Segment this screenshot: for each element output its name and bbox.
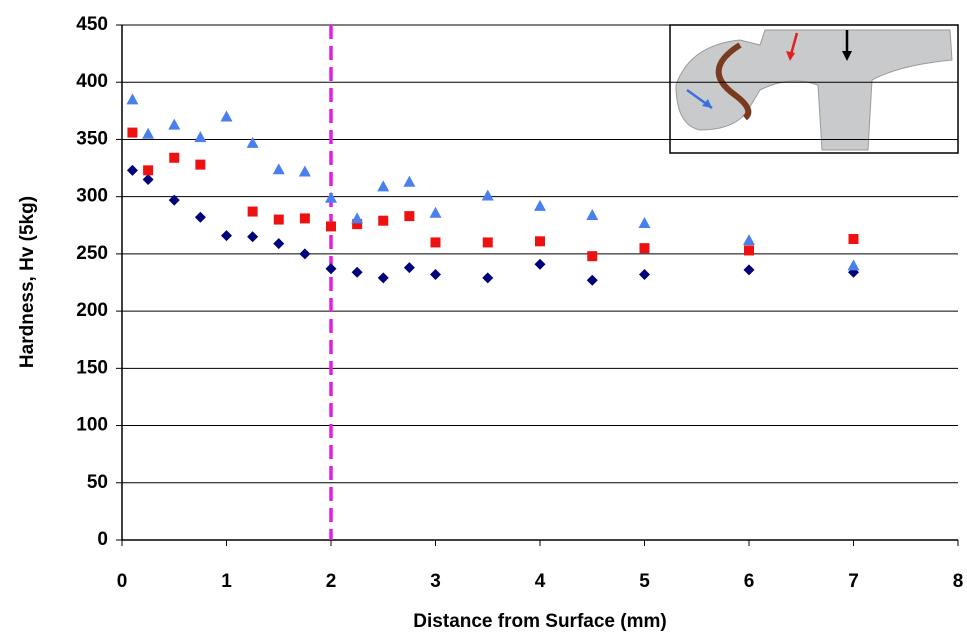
x-tick-label: 6 [744,571,755,592]
x-tick-label: 1 [221,571,232,592]
square-point [143,165,154,176]
square-point [127,127,138,138]
square-point [352,219,363,230]
square-point [535,236,545,247]
y-tick-label: 100 [76,415,108,436]
triangle-point [429,206,442,218]
inset-photo [669,24,959,154]
diamond-point [126,164,138,176]
y-tick-label: 400 [76,71,108,92]
y-tick-label: 50 [87,472,108,493]
triangle-point [743,234,755,246]
diamond-point [194,211,206,223]
triangle-point [638,216,651,228]
triangle-point [847,259,860,271]
diamond-point [639,268,650,280]
square-point [482,237,493,248]
x-tick-label: 5 [639,571,650,592]
diamond-point [273,238,285,250]
diamond-point [142,174,154,185]
y-tick-label: 450 [76,14,108,35]
square-point [299,213,310,224]
triangle-point [586,208,599,220]
x-tick-label: 2 [326,571,337,592]
square-point [273,214,284,225]
y-tick-label: 150 [76,357,108,378]
diamond-point [168,194,180,206]
y-axis-title: Hardness, Hv (5kg) [17,196,38,368]
square-point [326,221,336,232]
y-tick-label: 0 [97,529,108,550]
diamond-point [586,274,598,286]
triangle-point [325,191,337,203]
y-tick-label: 250 [76,243,108,264]
y-tick-label: 300 [76,186,108,207]
square-point [404,211,415,222]
square-point [195,159,206,170]
triangle-point [272,163,285,175]
diamond-point [743,264,755,276]
diamond-point [221,230,232,242]
triangle-point [377,180,390,192]
diamond-point [430,268,441,280]
square-point [378,215,389,226]
diamond-point [534,258,546,270]
x-tick-label: 4 [535,571,546,592]
triangle-point [534,199,546,211]
square-point [848,234,859,245]
x-tick-label: 3 [430,571,441,592]
triangle-point [351,212,364,224]
x-axis-title: Distance from Surface (mm) [413,611,666,632]
y-tick-label: 200 [76,300,108,321]
diamond-point [403,262,415,274]
x-tick-label: 8 [953,571,964,592]
triangle-point [142,127,155,139]
square-point [639,243,650,254]
triangle-point [481,189,494,201]
diamond-point [351,266,363,278]
triangle-point [403,175,416,187]
square-point [430,237,441,248]
diamond-point [482,272,494,284]
square-point [744,245,754,256]
x-tick-label: 0 [117,571,128,592]
x-tick-label: 7 [848,571,859,592]
square-point [587,251,598,262]
triangle-point [126,93,139,105]
triangle-point [168,118,181,130]
diamond-point [325,263,337,275]
square-point [169,152,180,163]
triangle-point [298,165,311,177]
triangle-point [246,136,259,148]
triangle-point [194,131,207,143]
square-point [247,206,258,217]
y-tick-label: 350 [76,128,108,149]
triangle-point [220,110,233,122]
diamond-point [299,248,311,260]
diamond-point [247,231,259,243]
diamond-point [377,272,389,284]
